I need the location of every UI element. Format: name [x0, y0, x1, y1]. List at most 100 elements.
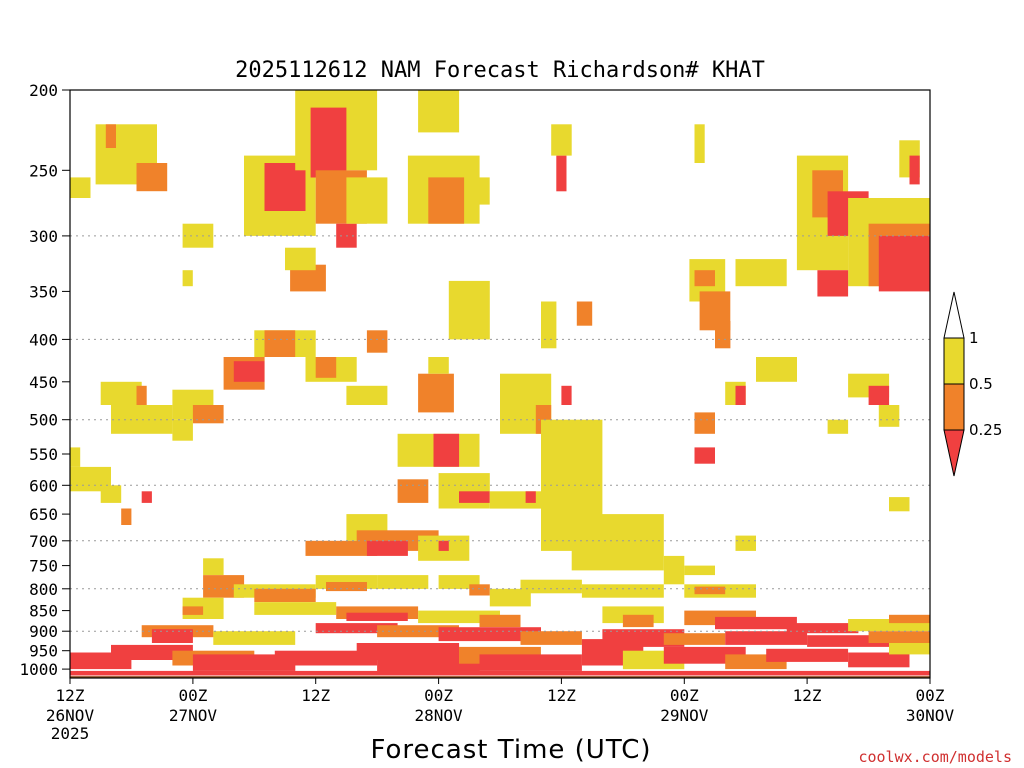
legend-swatch-orange: [943, 383, 965, 431]
ri-cell-orange: [397, 479, 429, 503]
x-tick-date: 26NOV: [46, 706, 95, 725]
ground-layer: [70, 676, 930, 679]
ri-cell-red: [264, 163, 306, 211]
x-tick-label: 12Z: [793, 686, 822, 705]
ri-cell-yellow: [70, 177, 91, 198]
y-tick-label: 950: [29, 642, 58, 661]
ri-cell-yellow: [448, 280, 490, 340]
ri-cell-yellow: [100, 381, 142, 405]
ri-cell-red: [766, 648, 849, 662]
ri-cell-orange: [182, 606, 204, 615]
ri-cell-red: [356, 643, 460, 660]
ri-cell-yellow: [581, 584, 664, 598]
y-tick-label: 400: [29, 330, 58, 349]
ri-cell-yellow: [684, 565, 715, 576]
legend-label: 0.25: [969, 421, 1002, 439]
ri-cell-yellow: [70, 447, 81, 467]
ri-cell-orange: [418, 373, 454, 413]
y-tick-label: 700: [29, 532, 58, 551]
ri-cell-yellow: [735, 259, 787, 287]
x-tick-date: 27NOV: [169, 706, 218, 725]
x-tick-label: 00Z: [424, 686, 453, 705]
ri-cell-orange: [663, 633, 726, 645]
y-tick-label: 600: [29, 476, 58, 495]
ri-cell-red: [141, 491, 152, 503]
ri-cell-red: [151, 629, 193, 643]
x-tick-label: 00Z: [916, 686, 945, 705]
ri-cell-orange: [694, 412, 715, 434]
ri-cell-red: [377, 660, 480, 673]
ri-cell-yellow: [889, 497, 910, 512]
ri-cell-orange: [105, 124, 116, 148]
x-tick-label: 12Z: [56, 686, 85, 705]
legend-label: 1: [969, 329, 979, 347]
y-tick-label: 250: [29, 161, 58, 180]
ri-cell-yellow: [172, 419, 193, 441]
ri-cell-yellow: [694, 124, 705, 163]
legend-swatch-bottom: [943, 429, 965, 477]
ri-cell-yellow: [346, 177, 388, 224]
x-tick-label: 00Z: [178, 686, 207, 705]
ri-cell-red: [479, 654, 582, 671]
y-tick-label: 450: [29, 373, 58, 392]
ri-cell-yellow: [889, 643, 930, 655]
x-tick-date: 28NOV: [415, 706, 464, 725]
ri-cell-red: [192, 654, 296, 671]
ri-cell-yellow: [479, 177, 490, 205]
ri-cell-orange: [315, 357, 337, 378]
ri-cell-red: [459, 491, 490, 503]
ri-cell-yellow: [827, 419, 849, 434]
y-tick-label: 550: [29, 445, 58, 464]
ri-cell-orange: [469, 584, 490, 596]
ri-cell-yellow: [254, 602, 337, 615]
ri-cell-orange: [305, 540, 378, 556]
ri-cell-orange: [428, 177, 465, 224]
ri-cell-red: [878, 235, 930, 292]
ri-cell-red: [556, 155, 567, 192]
ri-cell-yellow: [203, 558, 224, 575]
y-tick-label: 300: [29, 227, 58, 246]
ri-cell-yellow: [571, 514, 664, 571]
ri-cell-yellow: [438, 473, 490, 509]
ri-cell-orange: [479, 614, 521, 628]
ri-cell-orange: [715, 321, 731, 349]
ri-cell-orange: [192, 405, 224, 424]
ri-cell-yellow: [418, 90, 460, 133]
ri-cell-orange: [576, 301, 593, 326]
ground-surface: [70, 676, 930, 679]
ri-cell-orange: [121, 508, 132, 525]
ri-cell-yellow: [541, 301, 557, 349]
chart-title: 2025112612 NAM Forecast Richardson# KHAT: [235, 58, 765, 83]
ri-cell-orange: [136, 163, 168, 192]
ri-cell-red: [366, 540, 408, 556]
x-tick-label: 00Z: [670, 686, 699, 705]
y-tick-label: 650: [29, 505, 58, 524]
ri-cell-red: [70, 670, 930, 676]
richardson-cells: [70, 90, 930, 676]
legend-label: 0.5: [969, 375, 993, 393]
ri-cell-red: [561, 385, 572, 405]
x-tick-year: 2025: [51, 724, 90, 743]
ri-cell-red: [848, 652, 910, 668]
ri-cell-red: [868, 385, 890, 405]
x-tick-date: 29NOV: [660, 706, 709, 725]
ri-cell-red: [715, 616, 797, 630]
ri-cell-red: [438, 540, 449, 551]
ri-cell-red: [807, 635, 889, 647]
y-tick-label: 500: [29, 411, 58, 430]
y-tick-label: 1000: [19, 660, 58, 679]
ri-cell-red: [694, 447, 715, 464]
colorbar-legend: 1 0.5 0.25: [943, 291, 1002, 477]
ri-cell-red: [725, 631, 808, 645]
ri-cell-red: [310, 107, 347, 178]
ri-cell-orange: [868, 631, 930, 643]
ri-cell-yellow: [213, 631, 296, 645]
ri-cell-red: [233, 361, 265, 382]
ri-cell-red: [786, 623, 859, 634]
y-tick-label: 750: [29, 557, 58, 576]
ri-cell-orange: [520, 631, 582, 645]
ri-cell-red: [909, 155, 920, 185]
ri-cell-yellow: [377, 575, 429, 589]
ri-cell-red: [346, 612, 408, 621]
ri-cell-yellow: [111, 405, 173, 434]
